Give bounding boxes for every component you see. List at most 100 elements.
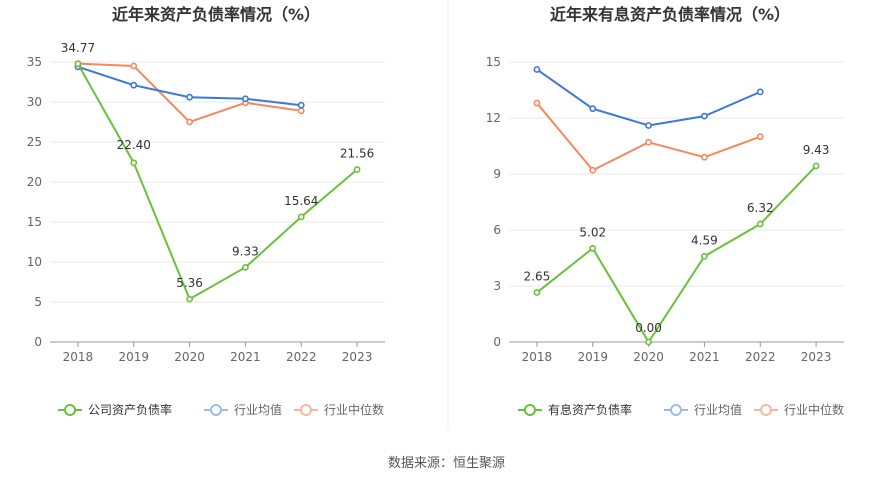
series-line bbox=[536, 68, 761, 127]
data-label: 21.56 bbox=[340, 147, 374, 161]
y-tick-label: 0 bbox=[493, 335, 501, 349]
data-label: 0.00 bbox=[635, 321, 662, 335]
x-tick-label: 2021 bbox=[230, 350, 261, 364]
data-point[interactable] bbox=[130, 62, 138, 70]
legend-item[interactable]: 行业中位数 bbox=[294, 402, 384, 417]
x-tick-label: 2018 bbox=[63, 350, 94, 364]
data-point[interactable] bbox=[242, 95, 249, 103]
y-tick-label: 30 bbox=[27, 95, 42, 109]
legend-item[interactable]: 行业均值 bbox=[204, 402, 282, 417]
data-point[interactable] bbox=[589, 105, 597, 113]
series-2 bbox=[533, 99, 764, 174]
data-point[interactable] bbox=[756, 220, 764, 228]
legend-swatch-marker bbox=[670, 404, 682, 416]
data-point[interactable] bbox=[645, 122, 652, 129]
y-tick-label: 12 bbox=[486, 111, 501, 125]
legend: 有息资产负债率 行业均值 行业中位数 bbox=[518, 402, 844, 417]
chart-title: 近年来有息资产负债率情况（%） bbox=[550, 5, 790, 24]
legend-item[interactable]: 公司资产负债率 bbox=[58, 402, 172, 417]
data-point[interactable] bbox=[533, 99, 541, 107]
data-point[interactable] bbox=[589, 244, 597, 252]
data-point[interactable] bbox=[533, 66, 541, 73]
x-tick-label: 2018 bbox=[522, 350, 553, 364]
y-tick-label: 5 bbox=[34, 295, 42, 309]
y-tick-label: 25 bbox=[27, 135, 42, 149]
x-tick-label: 2020 bbox=[174, 350, 205, 364]
legend-swatch-marker bbox=[300, 404, 312, 416]
series-line bbox=[536, 165, 817, 344]
data-point[interactable] bbox=[186, 295, 193, 303]
data-label: 9.43 bbox=[803, 143, 830, 157]
y-tick-label: 0 bbox=[34, 335, 42, 349]
data-point[interactable] bbox=[297, 101, 305, 109]
series-2 bbox=[74, 60, 305, 126]
y-tick-label: 6 bbox=[493, 223, 501, 237]
legend-label: 行业均值 bbox=[694, 402, 742, 417]
legend-item[interactable]: 行业中位数 bbox=[754, 402, 844, 417]
data-point[interactable] bbox=[812, 162, 820, 170]
y-tick-label: 15 bbox=[27, 215, 42, 229]
data-point[interactable] bbox=[756, 88, 764, 96]
y-tick-label: 20 bbox=[27, 175, 42, 189]
series-line bbox=[77, 62, 302, 124]
series-line bbox=[77, 63, 358, 301]
series-line bbox=[536, 102, 761, 172]
data-point[interactable] bbox=[74, 60, 82, 68]
legend-swatch-marker bbox=[210, 404, 222, 416]
data-point[interactable] bbox=[701, 112, 708, 120]
x-tick-label: 2020 bbox=[633, 350, 664, 364]
data-point[interactable] bbox=[297, 213, 305, 221]
chart-debt-ratio: 近年来资产负债率情况（%） 0 5 10 15 20 25 30 35 2018 2019 2020 2… bbox=[27, 5, 385, 417]
x-tick-label: 2022 bbox=[286, 350, 317, 364]
x-tick-label: 2023 bbox=[801, 350, 832, 364]
x-tick-label: 2022 bbox=[745, 350, 776, 364]
data-label: 5.02 bbox=[579, 225, 606, 239]
y-tick-label: 10 bbox=[27, 255, 42, 269]
y-tick-label: 3 bbox=[493, 279, 501, 293]
chart-title: 近年来资产负债率情况（%） bbox=[112, 5, 320, 24]
y-tick-label: 15 bbox=[486, 55, 501, 69]
data-point[interactable] bbox=[186, 118, 193, 126]
x-tick-label: 2019 bbox=[118, 350, 149, 364]
y-tick-label: 9 bbox=[493, 167, 501, 181]
legend-item[interactable]: 有息资产负债率 bbox=[518, 402, 632, 417]
data-label: 22.40 bbox=[117, 138, 151, 152]
series-1 bbox=[74, 63, 305, 109]
x-tick-label: 2023 bbox=[342, 350, 373, 364]
data-point[interactable] bbox=[589, 166, 597, 174]
data-label: 15.64 bbox=[284, 194, 318, 208]
legend-label: 行业均值 bbox=[234, 402, 282, 417]
data-point[interactable] bbox=[297, 107, 305, 115]
legend: 公司资产负债率 行业均值 行业中位数 bbox=[58, 402, 384, 417]
data-point[interactable] bbox=[701, 252, 708, 260]
data-label: 4.59 bbox=[691, 233, 718, 247]
legend-swatch-marker bbox=[64, 404, 76, 416]
data-point[interactable] bbox=[353, 166, 361, 173]
data-point[interactable] bbox=[756, 133, 764, 141]
legend-swatch-marker bbox=[760, 404, 772, 416]
data-label: 9.33 bbox=[232, 244, 259, 258]
data-point[interactable] bbox=[533, 289, 541, 296]
legend-label: 公司资产负债率 bbox=[88, 402, 172, 417]
data-point[interactable] bbox=[242, 263, 249, 271]
series-1 bbox=[533, 66, 764, 129]
series-0: 34.77 22.40 5.36 9.33 15.64 21.56 bbox=[61, 41, 374, 303]
data-point[interactable] bbox=[645, 338, 652, 346]
data-label: 6.32 bbox=[747, 201, 774, 215]
y-tick-label: 35 bbox=[27, 55, 42, 69]
legend-label: 行业中位数 bbox=[324, 402, 384, 417]
data-point[interactable] bbox=[701, 153, 708, 161]
data-point[interactable] bbox=[186, 93, 193, 101]
data-point[interactable] bbox=[645, 138, 652, 146]
chart-interest-debt-ratio: 近年来有息资产负债率情况（%） 0 3 6 9 12 15 2018 2019 2020 2021 2… bbox=[486, 5, 844, 417]
legend-label: 有息资产负债率 bbox=[548, 402, 632, 417]
data-label: 5.36 bbox=[176, 276, 203, 290]
data-point[interactable] bbox=[130, 81, 138, 89]
legend-label: 行业中位数 bbox=[784, 402, 844, 417]
data-label: 34.77 bbox=[61, 41, 95, 55]
data-point[interactable] bbox=[130, 159, 138, 167]
legend-swatch-marker bbox=[524, 404, 536, 416]
legend-item[interactable]: 行业均值 bbox=[664, 402, 742, 417]
x-tick-label: 2021 bbox=[689, 350, 720, 364]
